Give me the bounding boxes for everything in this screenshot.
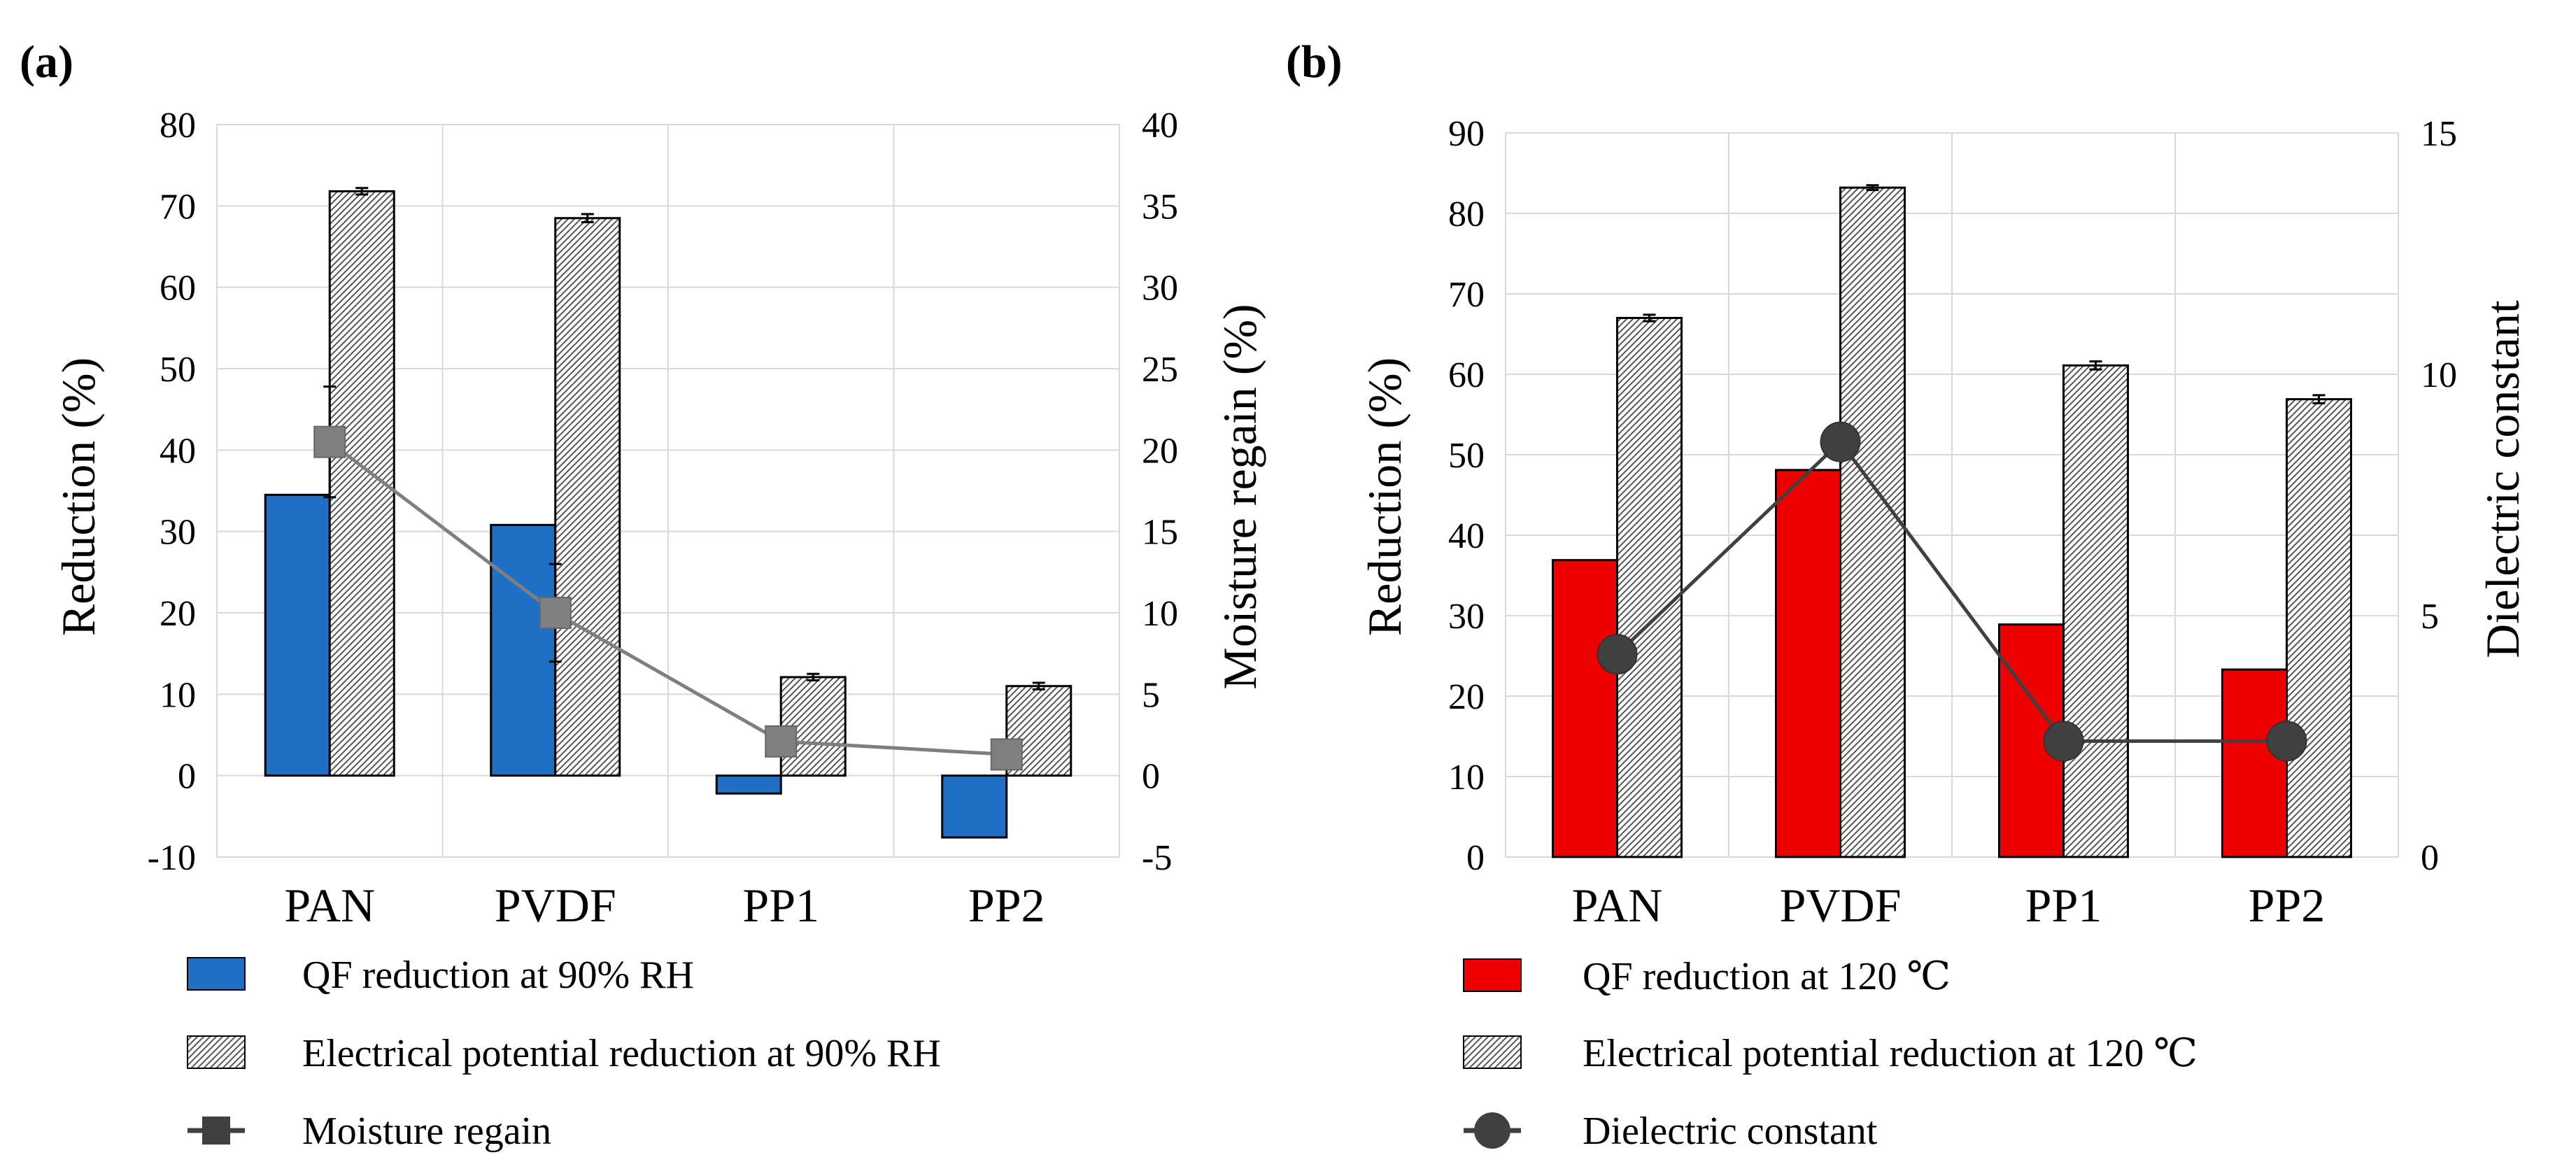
left-tick-label: 60 bbox=[1448, 355, 1485, 395]
left-tick-label: 40 bbox=[1448, 516, 1485, 556]
category-label: PP2 bbox=[968, 879, 1045, 932]
left-tick-label: 10 bbox=[1448, 758, 1485, 798]
legend-label: Moisture regain bbox=[302, 1110, 551, 1153]
right-tick-label: 10 bbox=[2421, 355, 2457, 395]
qf-reduction-bar bbox=[1552, 559, 1618, 858]
panel-a-legend: QF reduction at 90% RH Electrical potenti… bbox=[187, 954, 941, 1153]
panel-a-right-ticks: -5 0 5 10 15 20 25 30 35 40 bbox=[1142, 106, 1178, 878]
panel-a-left-ticks: -10 0 10 20 30 40 50 60 70 80 bbox=[148, 106, 196, 878]
series-line bbox=[1615, 439, 2287, 743]
panel-a-chart: (a) -10 0 10 20 30 40 50 60 70 80 -5 0 5 10 15 20 25 30 3… bbox=[20, 36, 1266, 1153]
legend-label: Electrical potential reduction at 120 ℃ bbox=[1583, 1032, 2198, 1075]
left-tick-label: 20 bbox=[160, 594, 196, 634]
legend-color-swatch bbox=[1463, 958, 1522, 992]
panel-a-moisture-line bbox=[313, 385, 1023, 771]
panel-a-left-axis-title: Reduction (%) bbox=[52, 357, 105, 636]
category-label: PAN bbox=[284, 879, 375, 932]
legend-label: QF reduction at 90% RH bbox=[302, 954, 694, 997]
panel-a-right-axis-title: Moisture regain (%) bbox=[1213, 304, 1266, 689]
right-tick-label: 0 bbox=[2421, 838, 2439, 878]
panel-b-left-ticks: 0 10 20 30 40 50 60 70 80 90 bbox=[1448, 114, 1485, 878]
right-tick-label: 35 bbox=[1142, 187, 1178, 227]
left-tick-label: 10 bbox=[160, 675, 196, 715]
category-label: PAN bbox=[1572, 879, 1663, 932]
category-label: PVDF bbox=[495, 879, 616, 932]
left-tick-label: 30 bbox=[160, 513, 196, 553]
moisture-marker bbox=[539, 597, 572, 629]
moisture-marker bbox=[990, 738, 1023, 771]
panel-a-categories: PAN PVDF PP1 PP2 bbox=[284, 879, 1045, 932]
left-tick-label: 0 bbox=[178, 757, 196, 797]
panel-b-categories: PAN PVDF PP1 PP2 bbox=[1572, 879, 2326, 932]
right-tick-label: 0 bbox=[1142, 757, 1160, 797]
legend-hatched-swatch bbox=[187, 1035, 246, 1069]
panel-a-label: (a) bbox=[20, 36, 73, 87]
category-label: PP1 bbox=[2025, 879, 2102, 932]
category-label: PP1 bbox=[742, 879, 819, 932]
qf-reduction-bar bbox=[941, 774, 1008, 839]
right-tick-label: 15 bbox=[1142, 513, 1178, 553]
potential-reduction-bar bbox=[554, 217, 621, 777]
panel-b-error-bars bbox=[1643, 184, 2326, 404]
right-tick-label: 20 bbox=[1142, 431, 1178, 471]
dielectric-marker bbox=[1820, 421, 1861, 462]
left-tick-label: 50 bbox=[1448, 436, 1485, 476]
panel-b-chart: (b) 0 10 20 30 40 50 60 70 80 90 0 5 10 15 PAN PVDF PP… bbox=[1286, 36, 2529, 1153]
series-line bbox=[328, 440, 1007, 756]
panel-b-right-ticks: 0 5 10 15 bbox=[2421, 114, 2457, 878]
qf-reduction-bar bbox=[2221, 668, 2288, 858]
panel-a-error-bars bbox=[355, 187, 1045, 690]
right-tick-label: 15 bbox=[2421, 114, 2457, 154]
left-tick-label: -10 bbox=[148, 838, 196, 878]
legend-hatched-swatch bbox=[1463, 1035, 1522, 1069]
right-tick-label: 30 bbox=[1142, 269, 1178, 309]
right-tick-label: 5 bbox=[1142, 675, 1160, 715]
right-tick-label: -5 bbox=[1142, 838, 1172, 878]
left-tick-label: 90 bbox=[1448, 114, 1485, 154]
moisture-marker bbox=[765, 725, 798, 758]
dielectric-marker bbox=[2043, 721, 2084, 762]
legend-square-marker bbox=[202, 1117, 230, 1145]
moisture-marker bbox=[313, 425, 346, 458]
category-label: PP2 bbox=[2249, 879, 2326, 932]
potential-reduction-bar bbox=[1616, 317, 1683, 858]
right-tick-label: 5 bbox=[2421, 597, 2439, 637]
qf-reduction-bar bbox=[490, 523, 557, 777]
potential-reduction-bar bbox=[2286, 398, 2352, 858]
dielectric-marker bbox=[1597, 634, 1638, 675]
right-tick-label: 40 bbox=[1142, 106, 1178, 146]
legend-label: QF reduction at 120 ℃ bbox=[1583, 955, 1951, 998]
left-tick-label: 20 bbox=[1448, 677, 1485, 717]
panel-b-left-axis-title: Reduction (%) bbox=[1358, 357, 1411, 636]
left-tick-label: 50 bbox=[160, 350, 196, 390]
left-tick-label: 0 bbox=[1466, 838, 1485, 878]
left-tick-label: 70 bbox=[1448, 275, 1485, 315]
potential-reduction-bar bbox=[1839, 186, 1906, 858]
left-tick-label: 30 bbox=[1448, 597, 1485, 637]
left-tick-label: 40 bbox=[160, 431, 196, 471]
potential-reduction-bar bbox=[2062, 364, 2129, 858]
left-tick-label: 80 bbox=[1448, 194, 1485, 234]
legend-color-swatch bbox=[187, 957, 246, 991]
left-tick-label: 80 bbox=[160, 106, 196, 146]
legend-label: Dielectric constant bbox=[1583, 1110, 1878, 1153]
panel-b-dielectric-line bbox=[1597, 421, 2307, 762]
qf-reduction-bar bbox=[1775, 469, 1841, 858]
qf-reduction-bar bbox=[264, 493, 331, 777]
left-tick-label: 70 bbox=[160, 187, 196, 227]
panel-b-label: (b) bbox=[1286, 36, 1343, 87]
right-tick-label: 10 bbox=[1142, 594, 1178, 634]
qf-reduction-bar bbox=[715, 774, 782, 795]
category-label: PVDF bbox=[1780, 879, 1902, 932]
left-tick-label: 60 bbox=[160, 269, 196, 309]
panel-b-legend: QF reduction at 120 ℃ Electrical potentia… bbox=[1463, 955, 2198, 1153]
dielectric-marker bbox=[2266, 721, 2307, 762]
legend-label: Electrical potential reduction at 90% RH bbox=[302, 1032, 941, 1075]
legend-circle-marker bbox=[1474, 1112, 1510, 1149]
panel-b-right-axis-title: Dielectric constant bbox=[2476, 300, 2529, 658]
right-tick-label: 25 bbox=[1142, 350, 1178, 390]
